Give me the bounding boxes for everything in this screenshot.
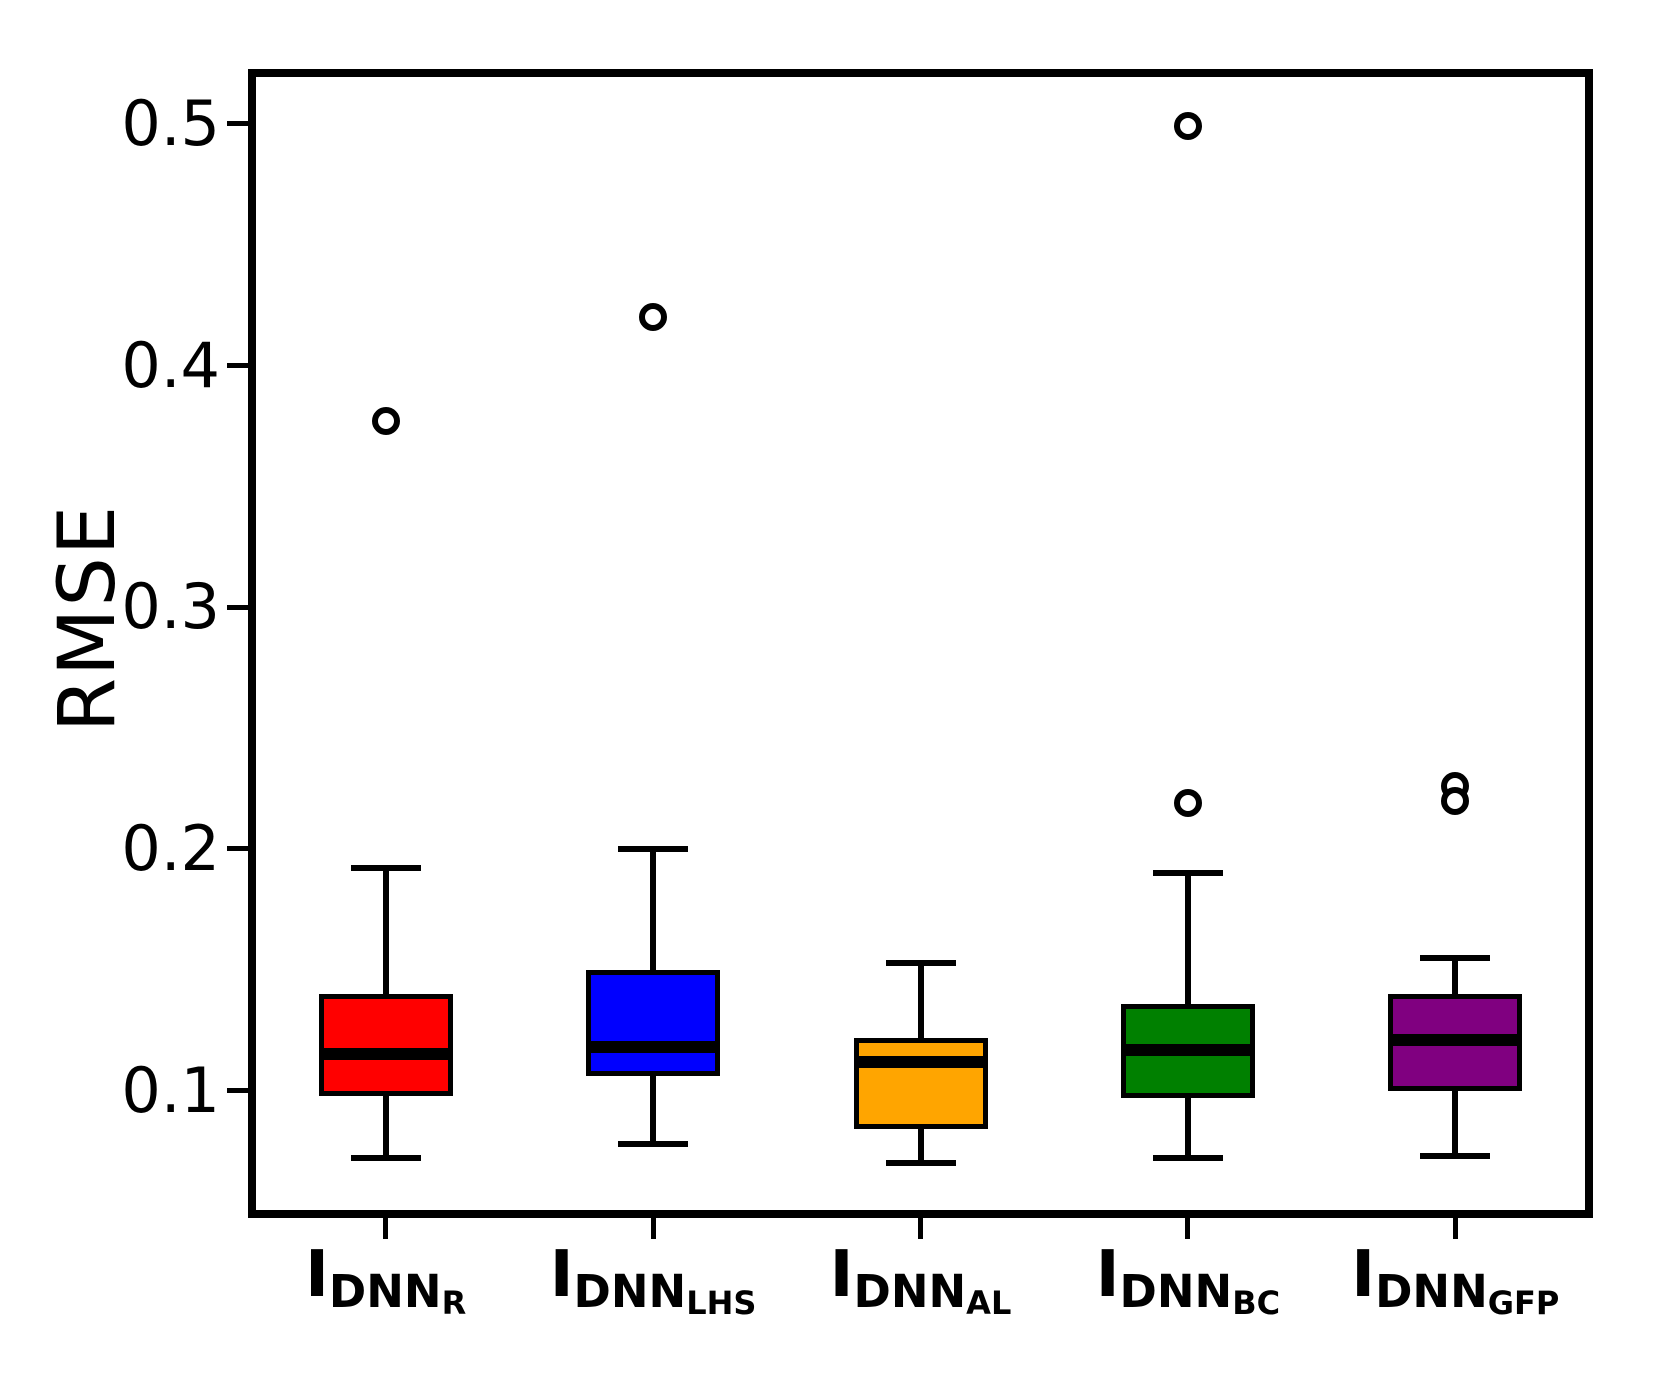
y-tick bbox=[227, 121, 248, 127]
x-tick-label: I DNN AL bbox=[751, 1238, 1091, 1319]
whisker-cap-lower bbox=[1420, 1152, 1491, 1159]
x-label-main: I bbox=[1351, 1238, 1376, 1312]
whisker-cap-upper bbox=[618, 845, 689, 852]
outlier-point bbox=[1441, 786, 1470, 815]
x-label-subsub: GFP bbox=[1487, 1284, 1560, 1322]
y-tick-label: 0.5 bbox=[121, 86, 220, 160]
whisker-cap-upper bbox=[1420, 954, 1491, 961]
whisker-upper bbox=[1452, 957, 1459, 994]
median-line bbox=[1120, 1043, 1255, 1056]
x-label-sub: DNN bbox=[328, 1265, 442, 1318]
whisker-cap-lower bbox=[885, 1160, 956, 1167]
x-label-subsub: AL bbox=[966, 1284, 1012, 1322]
whisker-lower bbox=[1184, 1097, 1191, 1159]
x-tick-label: I DNN GFP bbox=[1285, 1238, 1625, 1319]
whisker-cap-upper bbox=[350, 865, 421, 872]
x-label-sub: DNN bbox=[1119, 1265, 1233, 1318]
y-tick-label: 0.3 bbox=[121, 570, 220, 644]
x-label-main: I bbox=[829, 1238, 854, 1312]
whisker-lower bbox=[1452, 1090, 1459, 1156]
y-tick-label: 0.4 bbox=[121, 328, 220, 402]
x-label-subsub: BC bbox=[1232, 1284, 1281, 1322]
whisker-lower bbox=[917, 1129, 924, 1164]
whisker-cap-upper bbox=[1152, 870, 1223, 877]
x-label-sub: DNN bbox=[1375, 1265, 1488, 1318]
x-label-main: I bbox=[305, 1238, 329, 1312]
median-line bbox=[586, 1041, 721, 1054]
outlier-point bbox=[371, 407, 400, 436]
y-tick bbox=[227, 363, 248, 368]
x-tick bbox=[383, 1218, 389, 1239]
median-line bbox=[318, 1048, 453, 1061]
x-label-subsub: LHS bbox=[686, 1284, 757, 1322]
x-tick-label: I DNN LHS bbox=[483, 1238, 823, 1319]
x-label-main: I bbox=[549, 1238, 574, 1312]
whisker-upper bbox=[917, 962, 924, 1038]
y-tick-label: 0.1 bbox=[121, 1053, 220, 1127]
x-label-sub: DNN bbox=[853, 1265, 967, 1318]
whisker-cap-lower bbox=[618, 1140, 689, 1147]
y-tick bbox=[227, 846, 248, 852]
median-line bbox=[1388, 1033, 1523, 1046]
box-I_DNN_R bbox=[318, 994, 453, 1096]
x-tick-label: I DNN R bbox=[216, 1238, 556, 1319]
x-tick bbox=[650, 1218, 656, 1239]
whisker-cap-lower bbox=[350, 1155, 421, 1162]
outlier-point bbox=[1173, 789, 1202, 818]
x-tick bbox=[1185, 1218, 1191, 1239]
x-label-sub: DNN bbox=[573, 1265, 687, 1318]
whisker-lower bbox=[382, 1095, 389, 1159]
box-I_DNN_LHS bbox=[586, 969, 721, 1077]
whisker-upper bbox=[1184, 873, 1191, 1004]
whisker-lower bbox=[650, 1076, 657, 1144]
y-tick bbox=[227, 604, 248, 610]
median-line bbox=[853, 1055, 988, 1068]
outlier-point bbox=[1173, 112, 1202, 141]
x-tick bbox=[918, 1218, 923, 1239]
whisker-upper bbox=[650, 848, 657, 970]
y-tick-label: 0.2 bbox=[121, 811, 220, 885]
x-tick bbox=[1452, 1218, 1458, 1239]
whisker-upper bbox=[382, 868, 389, 995]
x-label-subsub: R bbox=[441, 1284, 467, 1322]
y-tick bbox=[227, 1088, 248, 1094]
outlier-point bbox=[639, 303, 668, 332]
whisker-cap-upper bbox=[885, 959, 956, 966]
box-I_DNN_AL bbox=[853, 1037, 988, 1130]
x-tick-label: I DNN BC bbox=[1018, 1238, 1358, 1319]
x-label-main: I bbox=[1095, 1238, 1120, 1312]
whisker-cap-lower bbox=[1152, 1155, 1223, 1162]
